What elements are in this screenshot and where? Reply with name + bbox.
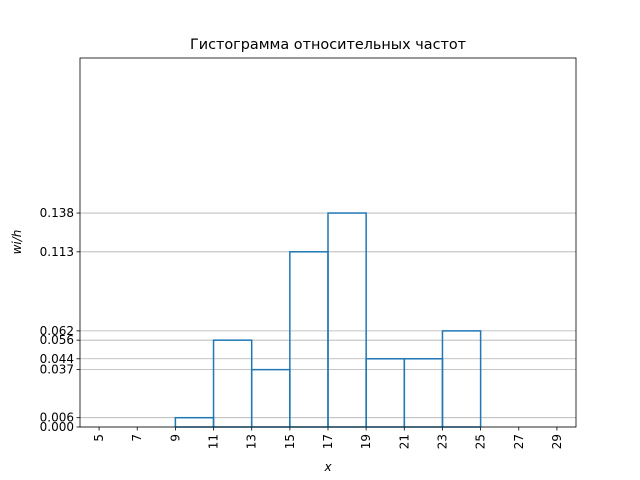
y-tick-label: 0.056 [40, 333, 74, 347]
x-tick-label: 29 [550, 434, 564, 449]
x-tick-label: 9 [168, 434, 182, 442]
bar [212, 339, 253, 428]
y-tick-label: 0.000 [40, 420, 74, 434]
x-tick-label: 11 [207, 434, 221, 449]
bar [365, 358, 406, 428]
y-tick-label: 0.113 [40, 245, 74, 259]
x-tick-label: 13 [245, 434, 259, 449]
x-tick-label: 17 [321, 434, 335, 449]
x-tick-label: 7 [130, 434, 144, 442]
x-tick-label: 23 [435, 434, 449, 449]
y-tick-label: 0.006 [40, 411, 74, 425]
bar [250, 368, 291, 428]
bar [289, 251, 329, 428]
y-tick-label: 0.138 [40, 206, 74, 220]
bar [327, 212, 367, 428]
y-axis-label: wi/h [10, 230, 24, 255]
chart-title: Гистограмма относительных частот [190, 37, 466, 53]
x-tick-label: 5 [92, 434, 106, 442]
x-tick-label: 25 [474, 434, 488, 449]
plot-frame [79, 57, 577, 428]
x-tick-label: 15 [283, 434, 297, 449]
x-axis-label: x [323, 460, 332, 474]
bar [403, 358, 444, 428]
bar [174, 416, 215, 428]
bar [441, 330, 482, 428]
y-tick-label: 0.037 [40, 363, 74, 377]
x-tick-label: 19 [359, 434, 373, 449]
x-tick-label: 27 [512, 434, 526, 449]
y-tick-label: 0.044 [40, 352, 74, 366]
y-tick-label: 0.062 [40, 324, 74, 338]
x-tick-label: 21 [397, 434, 411, 449]
